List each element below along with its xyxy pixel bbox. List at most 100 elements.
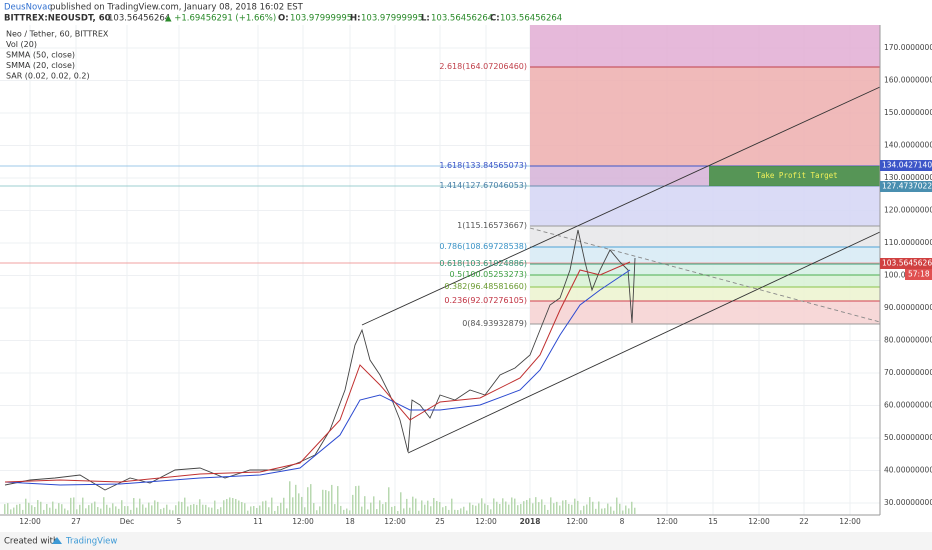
time-tick: 12:00 [566, 517, 588, 526]
time-tick: 5 [177, 517, 182, 526]
price-line [4, 229, 636, 491]
volume-bar [361, 506, 363, 514]
target-box [709, 166, 880, 186]
volume-bar [145, 507, 147, 514]
volume-bar [634, 507, 636, 514]
volume-bar [451, 498, 453, 514]
volume-bar [328, 491, 330, 514]
volume-bar [70, 497, 72, 514]
volume-bar [307, 487, 309, 514]
price-tick: 50.00000000 [884, 433, 932, 442]
smma-20 [4, 261, 631, 483]
volume-bar [253, 505, 255, 514]
volume-bar [64, 508, 66, 514]
volume-bar [256, 507, 258, 514]
volume-bar [199, 499, 201, 514]
volume-bar [178, 501, 180, 514]
badge [905, 269, 932, 280]
volume-bar [595, 508, 597, 514]
volume-bar [73, 497, 75, 514]
price-tick: 120.00000000 [884, 206, 932, 215]
volume-bar [487, 505, 489, 514]
volume-bar [265, 500, 267, 514]
published: published on TradingView.com, January 08… [50, 3, 304, 13]
volume-bar [187, 506, 189, 514]
volume-bar [130, 509, 132, 514]
volume-bar [376, 509, 378, 514]
l-label: L: [421, 14, 430, 24]
volume-bar [223, 500, 225, 514]
volume-bar [268, 507, 270, 514]
volume-bar [247, 510, 249, 514]
volume-bar [577, 500, 579, 514]
volume-bar [394, 506, 396, 514]
volume-bar [283, 497, 285, 514]
volume-bar [142, 504, 144, 514]
fib-label: 1.618(133.84565073) [439, 161, 527, 170]
volume-bar [565, 500, 567, 514]
footer-created: Created with [4, 537, 58, 547]
volume-bar [310, 484, 312, 514]
volume-bar [190, 504, 192, 514]
volume-bar [604, 508, 606, 514]
footer-brand[interactable]: TradingView [65, 537, 117, 547]
c: 103.56456264 [500, 14, 562, 24]
volume-bar [502, 498, 504, 514]
volume-bar [421, 500, 423, 514]
volume-bar [79, 504, 81, 514]
annotation: Take Profit Target [756, 171, 837, 180]
volume-bar [613, 510, 615, 514]
volume-bar [505, 501, 507, 514]
volume-bar [352, 494, 354, 514]
volume-bar [496, 501, 498, 514]
fib-label: 0(84.93932879) [462, 319, 527, 328]
volume-bar [499, 504, 501, 514]
volume-bar [346, 508, 348, 514]
price-tick: 90.00000000 [884, 303, 932, 312]
volume-bar [262, 501, 264, 514]
price-tick: 140.00000000 [884, 141, 932, 150]
volume-bar [427, 500, 429, 514]
volume-bar [349, 510, 351, 514]
indicator: SMMA (20, close) [6, 61, 75, 70]
volume-bar [148, 502, 150, 514]
volume-bar [433, 497, 435, 514]
volume-bar [22, 509, 24, 514]
volume-bar [514, 498, 516, 514]
volume-bar [625, 505, 627, 514]
volume-bar [448, 509, 450, 514]
time-tick: 22 [799, 517, 809, 526]
logo [52, 537, 62, 544]
volume-bar [355, 486, 357, 514]
volume-bar [106, 504, 108, 514]
volume-bar [154, 500, 156, 514]
publisher[interactable]: DeusNovac [4, 3, 52, 13]
time-tick: 12:00 [475, 517, 497, 526]
volume-bar [250, 506, 252, 514]
volume-bar [424, 504, 426, 514]
volume-bar [109, 507, 111, 514]
volume-bar [136, 507, 138, 514]
volume-bar [274, 510, 276, 514]
volume-bar [286, 508, 288, 514]
badge-text: 103.56456264 [882, 259, 932, 268]
volume-bar [367, 509, 369, 514]
volume-bar [511, 497, 513, 514]
time-tick: 27 [71, 517, 81, 526]
volume-bar [607, 503, 609, 514]
volume-bar [241, 502, 243, 514]
volume-bar [292, 497, 294, 514]
volume-bar [469, 502, 471, 514]
volume-bar [544, 504, 546, 514]
volume-bar [88, 505, 90, 514]
last: 103.56456264 [108, 14, 170, 24]
volume-bar [562, 500, 564, 514]
volume-bar [319, 506, 321, 514]
volume-bar [571, 504, 573, 514]
volume-bar [58, 503, 60, 514]
volume-bar [418, 510, 420, 514]
volume-bar [385, 502, 387, 514]
fib-label: 0.786(108.69728538) [439, 242, 527, 251]
volume-bar [403, 508, 405, 514]
volume-bar [517, 505, 519, 514]
